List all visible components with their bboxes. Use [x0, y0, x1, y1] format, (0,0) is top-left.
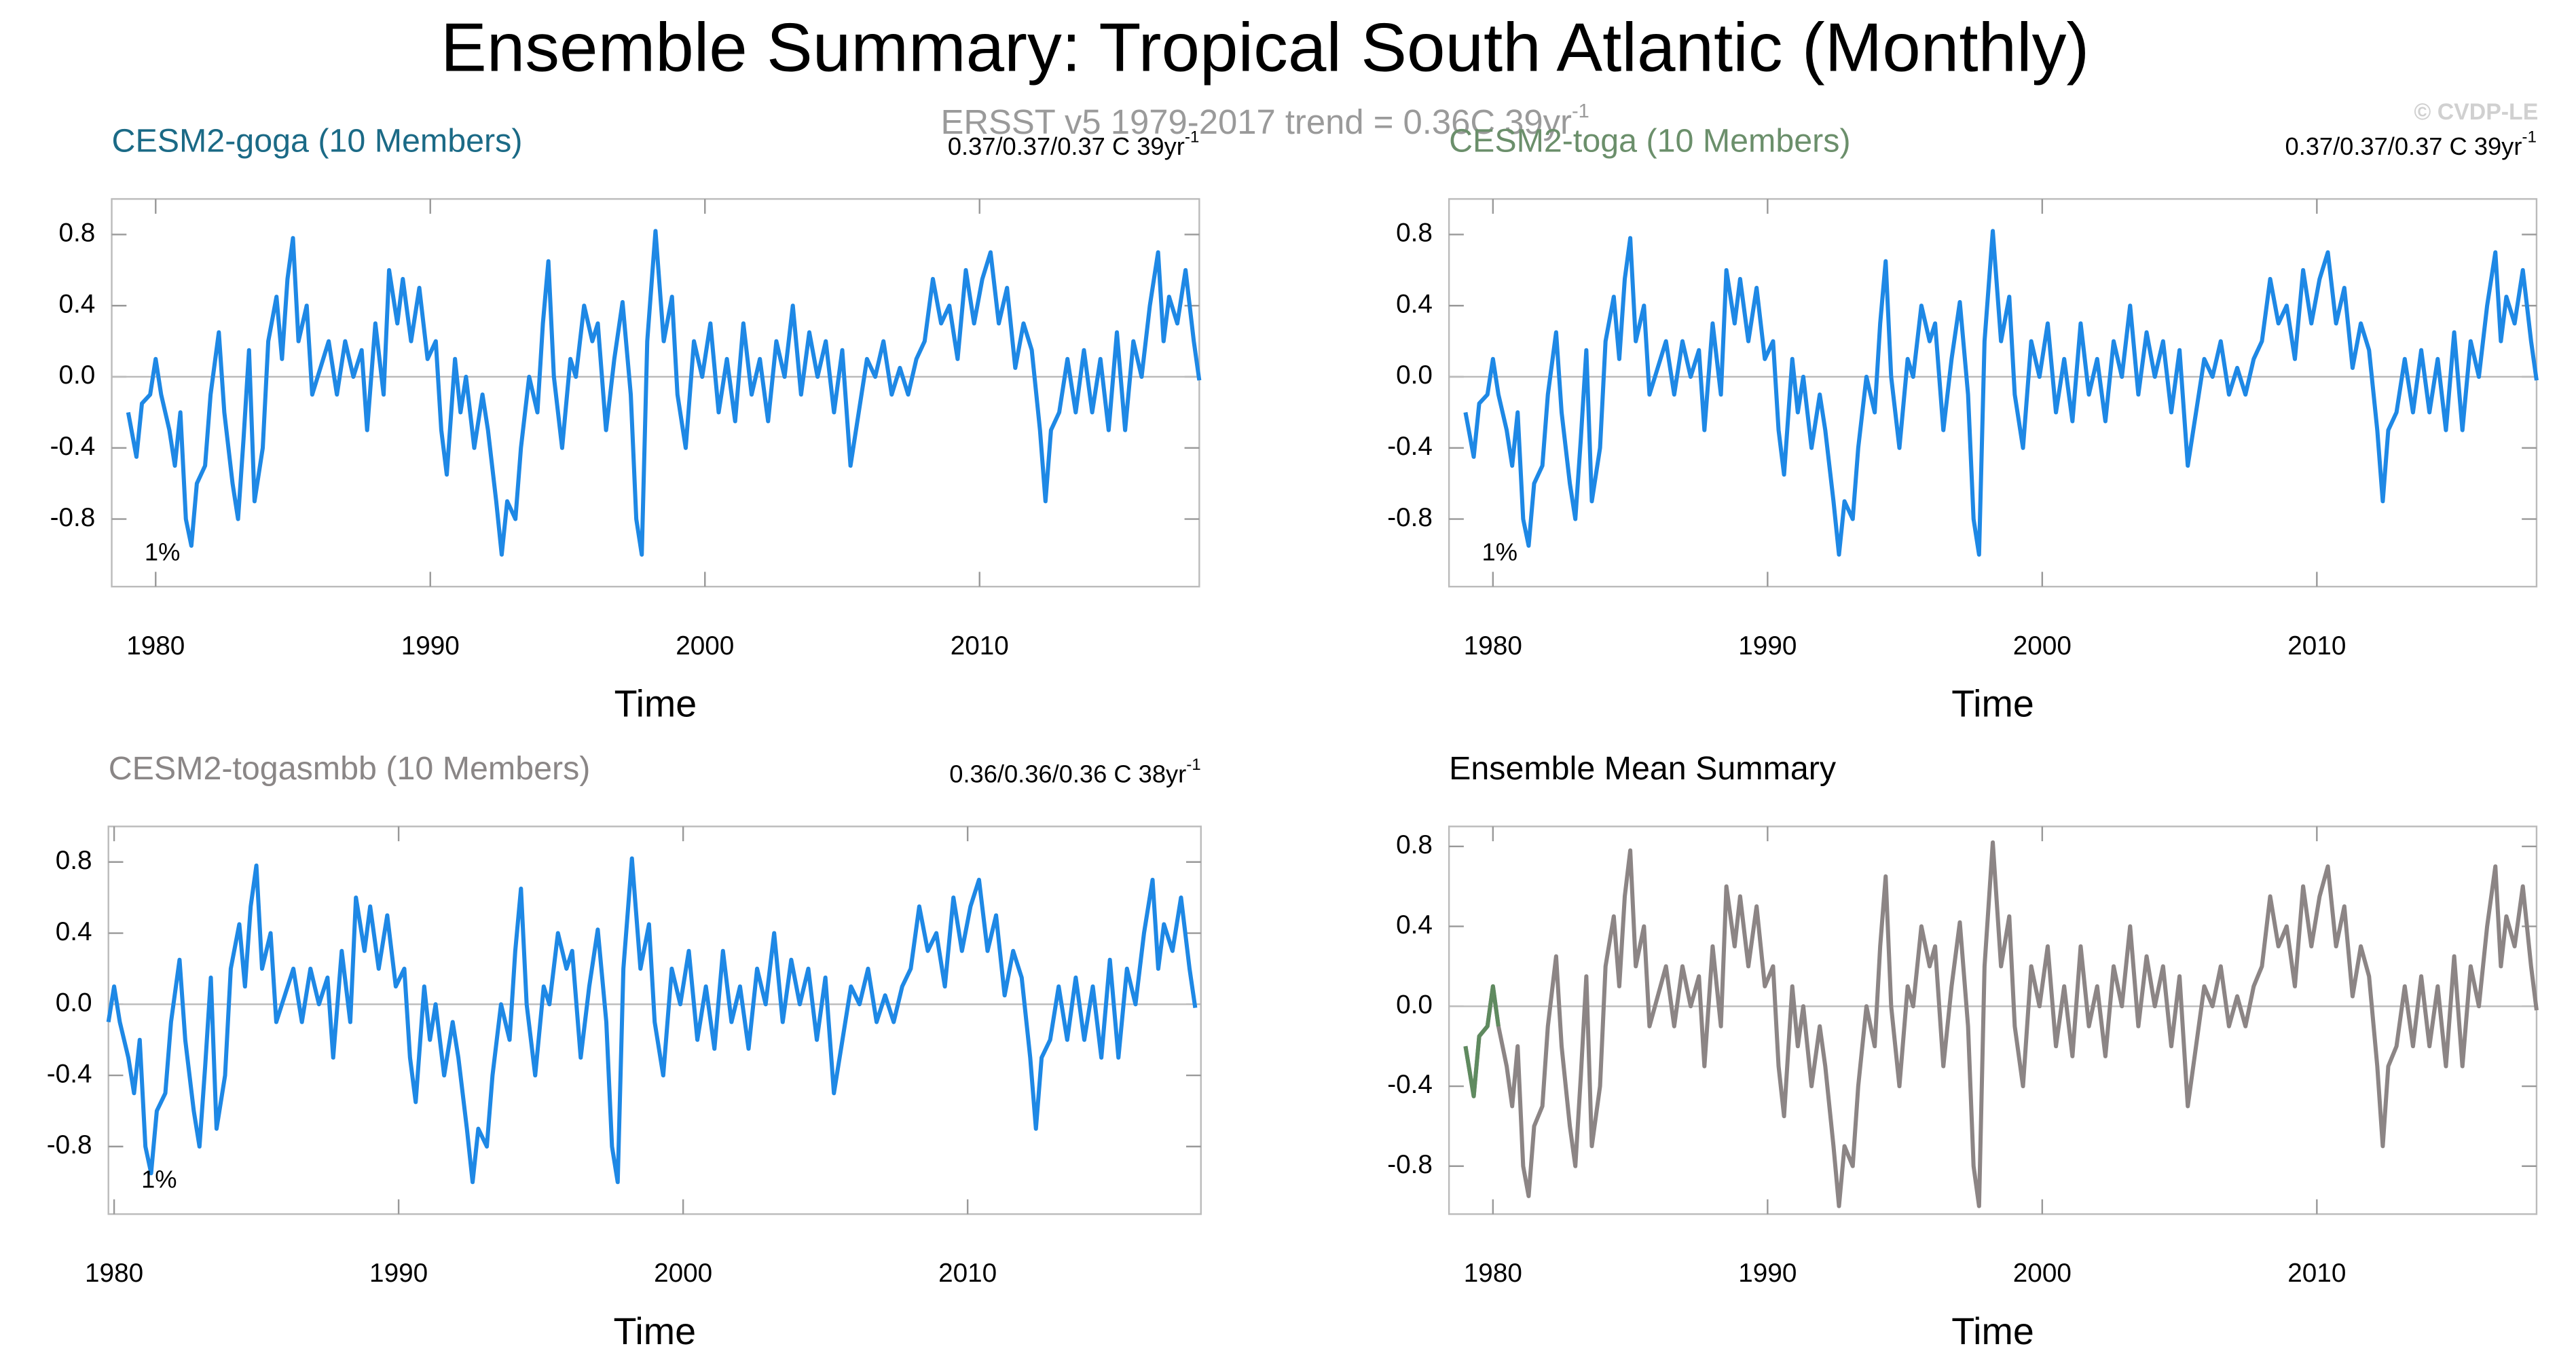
- x-axis-label: Time: [613, 1310, 696, 1352]
- y-tick-label: 0.0: [59, 360, 96, 390]
- series-line: [126, 229, 1202, 557]
- trend-exponent: -1: [1186, 756, 1201, 774]
- y-tick-label: 0.4: [1396, 289, 1433, 318]
- x-tick-label: 1980: [126, 631, 185, 661]
- y-tick-label: -0.4: [1387, 432, 1433, 461]
- trend-label: 0.37/0.37/0.37 C 39yr-1: [2285, 128, 2536, 160]
- trend-text: 0.37/0.37/0.37 C 39yr: [948, 132, 1185, 160]
- subtitle-text: ERSST v5 1979-2017 trend = 0.36C 39yr: [940, 103, 1572, 142]
- annotation: 1%: [145, 538, 180, 566]
- x-axis-label: Time: [614, 682, 697, 724]
- y-tick-label: 0.0: [1396, 360, 1433, 390]
- plot-frame: [1448, 198, 2538, 588]
- y-tick-label: 0.4: [56, 917, 92, 946]
- x-tick-label: 1990: [369, 1259, 428, 1288]
- panel-title: CESM2-togasmbb (10 Members): [109, 750, 591, 787]
- panel-title: Ensemble Mean Summary: [1449, 750, 1837, 787]
- subtitle: ERSST v5 1979-2017 trend = 0.36C 39yr-1: [940, 100, 1589, 142]
- x-tick-label: 1980: [1464, 631, 1522, 661]
- y-tick-label: 0.4: [59, 289, 96, 318]
- x-tick-label: 2000: [654, 1259, 712, 1288]
- subtitle-exponent: -1: [1572, 100, 1589, 122]
- trend-text: 0.37/0.37/0.37 C 39yr: [2285, 132, 2522, 160]
- x-tick-label: 1990: [401, 631, 460, 661]
- y-tick-label: 0.0: [1396, 990, 1433, 1020]
- trend-label: 0.36/0.36/0.36 C 38yr-1: [949, 756, 1200, 787]
- y-tick-label: -0.4: [50, 432, 96, 461]
- plot-frame: [111, 198, 1200, 588]
- x-tick-label: 2010: [2287, 1259, 2346, 1288]
- x-tick-label: 2000: [2013, 1259, 2072, 1288]
- y-tick-label: 0.8: [1396, 219, 1433, 248]
- y-tick-label: -0.8: [1387, 503, 1433, 532]
- series-line: [1463, 229, 2539, 557]
- trend-text: 0.36/0.36/0.36 C 38yr: [949, 760, 1186, 787]
- watermark: © CVDP-LE: [2414, 99, 2538, 125]
- x-axis-label: Time: [1951, 1310, 2034, 1352]
- trend-exponent: -1: [1185, 128, 1200, 147]
- x-tick-label: 2010: [938, 1259, 997, 1288]
- series-line: [106, 856, 1198, 1185]
- x-tick-label: 2010: [2287, 631, 2346, 661]
- trend-label: 0.37/0.37/0.37 C 39yr-1: [948, 128, 1199, 160]
- x-tick-label: 2000: [2013, 631, 2072, 661]
- x-tick-label: 1990: [1738, 631, 1797, 661]
- y-tick-label: -0.8: [1387, 1150, 1433, 1179]
- y-tick-label: 0.8: [59, 219, 96, 248]
- annotation: 1%: [1482, 538, 1517, 566]
- y-tick-label: 0.8: [56, 846, 92, 875]
- chart-title: Ensemble Summary: Tropical South Atlanti…: [441, 9, 2089, 86]
- x-axis-label: Time: [1951, 682, 2034, 724]
- trend-exponent: -1: [2522, 128, 2537, 147]
- annotation: 1%: [141, 1166, 177, 1193]
- x-tick-label: 1990: [1738, 1259, 1797, 1288]
- y-tick-label: -0.8: [50, 503, 96, 532]
- series-line: [1463, 984, 1501, 1098]
- x-tick-label: 1980: [1464, 1259, 1522, 1288]
- y-tick-label: -0.4: [1387, 1070, 1433, 1099]
- y-tick-label: 0.8: [1396, 830, 1433, 859]
- y-tick-label: -0.8: [47, 1130, 92, 1160]
- y-tick-label: 0.0: [56, 988, 92, 1018]
- x-tick-label: 2000: [676, 631, 734, 661]
- plot-frame: [1448, 826, 2538, 1215]
- x-tick-label: 1980: [85, 1259, 143, 1288]
- panel-title: CESM2-toga (10 Members): [1449, 123, 1850, 160]
- x-tick-label: 2010: [951, 631, 1009, 661]
- y-tick-label: 0.4: [1396, 910, 1433, 940]
- panel-title: CESM2-goga (10 Members): [112, 123, 523, 160]
- series-line: [1463, 840, 2539, 1208]
- y-tick-label: -0.4: [47, 1059, 92, 1088]
